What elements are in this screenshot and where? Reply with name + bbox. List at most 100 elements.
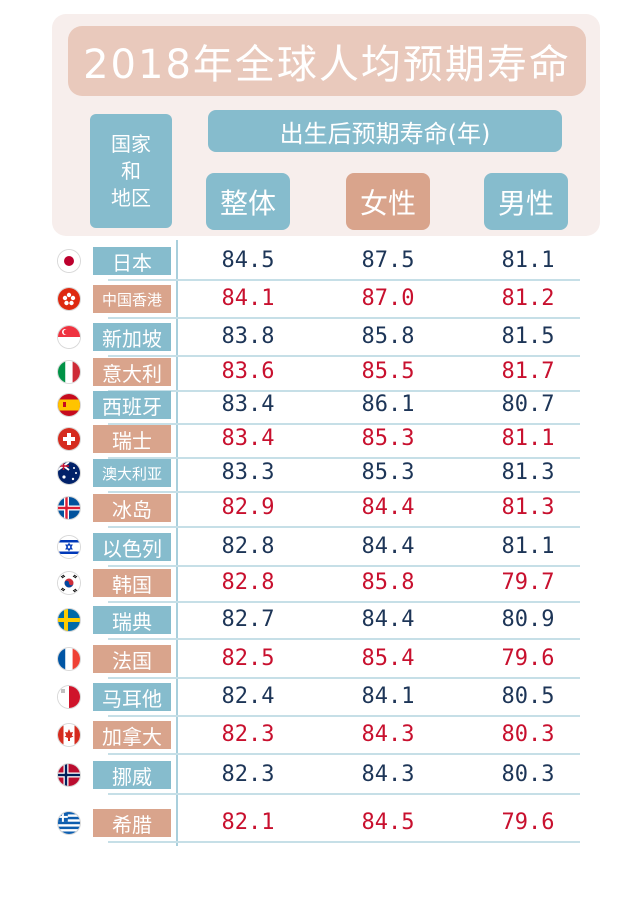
switzerland-flag-icon bbox=[58, 428, 80, 450]
country-name: 瑞典 bbox=[93, 606, 171, 634]
table-divider bbox=[176, 240, 178, 846]
row-divider bbox=[108, 390, 580, 392]
value-female: 85.3 bbox=[361, 460, 415, 485]
row-divider bbox=[108, 638, 580, 640]
region-header-line: 地区 bbox=[111, 185, 151, 210]
canada-flag-icon bbox=[58, 724, 80, 746]
value-overall: 83.3 bbox=[221, 460, 275, 485]
table-row: 加拿大 82.3 84.3 80.3 bbox=[50, 718, 580, 755]
value-male: 81.2 bbox=[501, 286, 555, 311]
country-name: 法国 bbox=[93, 645, 171, 673]
table-row: 新加坡 83.8 85.8 81.5 bbox=[50, 320, 580, 357]
row-divider bbox=[108, 491, 580, 493]
value-male: 81.7 bbox=[501, 359, 555, 384]
value-male: 79.7 bbox=[501, 570, 555, 595]
country-name: 以色列 bbox=[93, 533, 171, 561]
value-female: 84.4 bbox=[361, 534, 415, 559]
life-expectancy-header: 出生后预期寿命(年) bbox=[208, 110, 562, 152]
value-male: 80.3 bbox=[501, 722, 555, 747]
column-header-male: 男性 bbox=[484, 173, 568, 230]
value-female: 84.4 bbox=[361, 607, 415, 632]
value-female: 85.8 bbox=[361, 570, 415, 595]
country-name: 意大利 bbox=[93, 358, 171, 386]
value-male: 81.3 bbox=[501, 460, 555, 485]
region-header-line: 和 bbox=[121, 158, 141, 183]
table-row: 瑞士 83.4 85.3 81.1 bbox=[50, 422, 580, 459]
value-male: 81.1 bbox=[501, 534, 555, 559]
value-female: 84.1 bbox=[361, 684, 415, 709]
table-row: 澳大利亚 83.3 85.3 81.3 bbox=[50, 456, 580, 493]
value-overall: 82.3 bbox=[221, 762, 275, 787]
singapore-flag-icon bbox=[58, 326, 80, 348]
greece-flag-icon bbox=[58, 812, 80, 834]
australia-flag-icon bbox=[58, 462, 80, 484]
france-flag-icon bbox=[58, 648, 80, 670]
country-name: 日本 bbox=[93, 247, 171, 275]
value-overall: 84.1 bbox=[221, 286, 275, 311]
table-row: 挪威 82.3 84.3 80.3 bbox=[50, 758, 580, 795]
korea-flag-icon bbox=[58, 572, 80, 594]
table-row: 西班牙 83.4 86.1 80.7 bbox=[50, 388, 580, 425]
country-name: 新加坡 bbox=[93, 323, 171, 351]
value-female: 86.1 bbox=[361, 392, 415, 417]
iceland-flag-icon bbox=[58, 497, 80, 519]
value-male: 80.9 bbox=[501, 607, 555, 632]
value-female: 85.4 bbox=[361, 646, 415, 671]
row-divider bbox=[108, 715, 580, 717]
israel-flag-icon bbox=[58, 536, 80, 558]
row-divider bbox=[108, 279, 580, 281]
italy-flag-icon bbox=[58, 361, 80, 383]
value-overall: 82.8 bbox=[221, 534, 275, 559]
value-male: 81.1 bbox=[501, 248, 555, 273]
row-divider bbox=[108, 355, 580, 357]
column-header-overall: 整体 bbox=[206, 173, 290, 230]
region-header-line: 国家 bbox=[111, 131, 151, 156]
country-name: 西班牙 bbox=[93, 391, 171, 419]
value-female: 84.5 bbox=[361, 810, 415, 835]
country-name: 希腊 bbox=[93, 809, 171, 837]
row-divider bbox=[108, 753, 580, 755]
value-male: 79.6 bbox=[501, 810, 555, 835]
value-overall: 82.5 bbox=[221, 646, 275, 671]
row-divider bbox=[108, 526, 580, 528]
value-male: 80.5 bbox=[501, 684, 555, 709]
country-name: 澳大利亚 bbox=[93, 459, 171, 487]
value-female: 85.3 bbox=[361, 426, 415, 451]
value-overall: 82.1 bbox=[221, 810, 275, 835]
table-row: 希腊 82.1 84.5 79.6 bbox=[50, 806, 580, 843]
value-overall: 83.4 bbox=[221, 426, 275, 451]
row-divider bbox=[108, 457, 580, 459]
table-row: 以色列 82.8 84.4 81.1 bbox=[50, 530, 580, 567]
value-overall: 84.5 bbox=[221, 248, 275, 273]
value-overall: 83.6 bbox=[221, 359, 275, 384]
value-female: 84.4 bbox=[361, 495, 415, 520]
row-divider bbox=[108, 601, 580, 603]
table-row: 韩国 82.8 85.8 79.7 bbox=[50, 566, 580, 603]
table-row: 法国 82.5 85.4 79.6 bbox=[50, 642, 580, 679]
value-overall: 82.4 bbox=[221, 684, 275, 709]
table-row: 马耳他 82.4 84.1 80.5 bbox=[50, 680, 580, 717]
value-male: 81.5 bbox=[501, 324, 555, 349]
country-name: 中国香港 bbox=[93, 285, 171, 313]
value-overall: 82.8 bbox=[221, 570, 275, 595]
table-row: 瑞典 82.7 84.4 80.9 bbox=[50, 603, 580, 640]
japan-flag-icon bbox=[58, 250, 80, 272]
country-name: 马耳他 bbox=[93, 683, 171, 711]
spain-flag-icon bbox=[58, 394, 80, 416]
value-overall: 83.8 bbox=[221, 324, 275, 349]
value-overall: 82.7 bbox=[221, 607, 275, 632]
country-name: 瑞士 bbox=[93, 425, 171, 453]
value-male: 81.1 bbox=[501, 426, 555, 451]
table-row: 冰岛 82.9 84.4 81.3 bbox=[50, 491, 580, 528]
value-male: 79.6 bbox=[501, 646, 555, 671]
row-divider bbox=[108, 677, 580, 679]
value-female: 84.3 bbox=[361, 762, 415, 787]
region-header: 国家 和 地区 bbox=[90, 114, 172, 228]
sweden-flag-icon bbox=[58, 609, 80, 631]
value-female: 84.3 bbox=[361, 722, 415, 747]
row-divider bbox=[108, 565, 580, 567]
value-male: 80.3 bbox=[501, 762, 555, 787]
value-male: 81.3 bbox=[501, 495, 555, 520]
row-divider bbox=[108, 841, 580, 843]
malta-flag-icon bbox=[58, 686, 80, 708]
